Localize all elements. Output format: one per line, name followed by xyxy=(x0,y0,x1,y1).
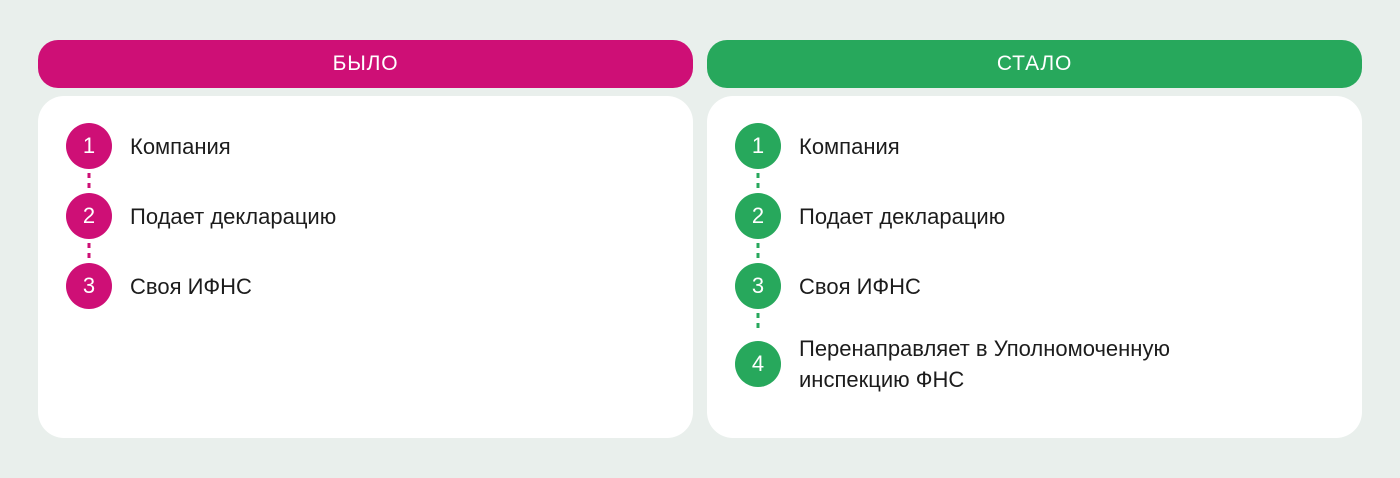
step-item: 2 Подает декларацию xyxy=(66,193,665,239)
step-item: 3 Своя ИФНС xyxy=(66,263,665,309)
step-item: 2 Подает декларацию xyxy=(735,193,1334,239)
steps-list-before: 1 Компания 2 Подает декларацию 3 Своя ИФ… xyxy=(66,123,665,309)
step-number-badge: 1 xyxy=(66,123,112,169)
step-number-badge: 3 xyxy=(735,263,781,309)
panel-header-after: СТАЛО xyxy=(707,40,1362,88)
step-number-badge: 2 xyxy=(735,193,781,239)
panel-header-before: БЫЛО xyxy=(38,40,693,88)
panel-card-before: 1 Компания 2 Подает декларацию 3 Своя ИФ… xyxy=(38,96,693,438)
panel-after: СТАЛО 1 Компания 2 Подает декларацию 3 С… xyxy=(707,40,1362,438)
step-label: Подает декларацию xyxy=(130,203,337,229)
step-number-badge: 2 xyxy=(66,193,112,239)
steps-list-after: 1 Компания 2 Подает декларацию 3 Своя ИФ… xyxy=(735,123,1334,395)
panel-header-label: БЫЛО xyxy=(332,52,399,75)
step-item: 4 Перенаправляет в Уполномоченную инспек… xyxy=(735,333,1334,395)
step-label: Компания xyxy=(130,133,231,159)
step-label: Своя ИФНС xyxy=(799,273,921,299)
step-number-badge: 4 xyxy=(735,341,781,387)
step-label: Своя ИФНС xyxy=(130,273,252,299)
panel-card-after: 1 Компания 2 Подает декларацию 3 Своя ИФ… xyxy=(707,96,1362,438)
panel-before: БЫЛО 1 Компания 2 Подает декларацию 3 Св… xyxy=(38,40,693,438)
step-label: Компания xyxy=(799,133,900,159)
step-item: 3 Своя ИФНС xyxy=(735,263,1334,309)
step-label: Перенаправляет в Уполномоченную инспекци… xyxy=(799,336,1170,392)
step-number-badge: 3 xyxy=(66,263,112,309)
panel-header-label: СТАЛО xyxy=(996,52,1073,75)
step-label: Подает декларацию xyxy=(799,203,1006,229)
step-item: 1 Компания xyxy=(735,123,1334,169)
step-number-badge: 1 xyxy=(735,123,781,169)
step-item: 1 Компания xyxy=(66,123,665,169)
